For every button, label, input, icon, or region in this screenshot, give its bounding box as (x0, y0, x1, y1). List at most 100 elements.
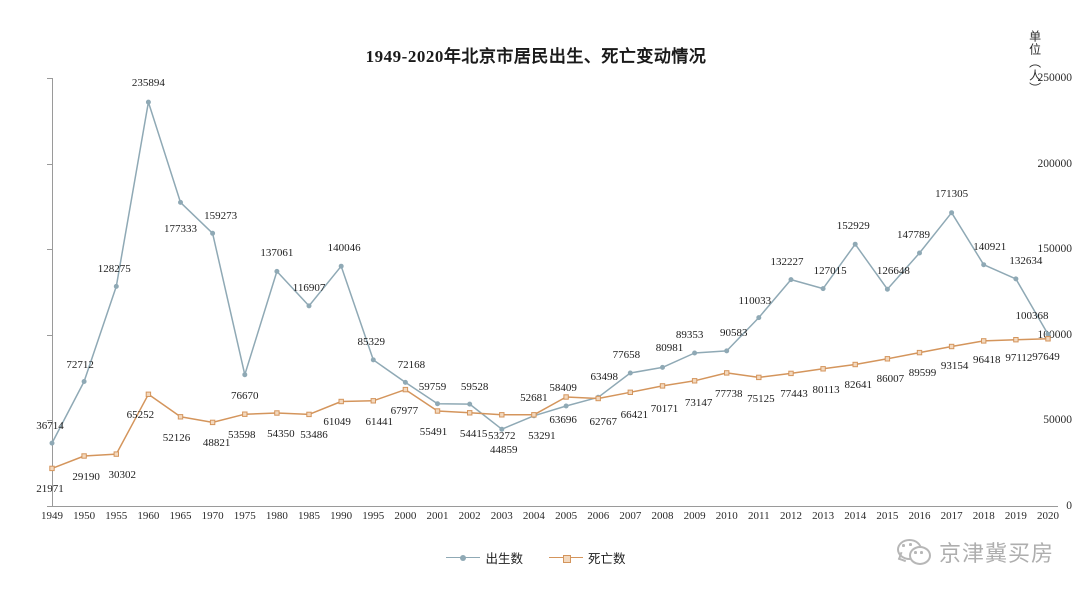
births-point-2002 (467, 401, 473, 407)
deaths-point-2007 (627, 389, 633, 396)
births-label-1980: 137061 (260, 247, 294, 260)
y-tick-label: 200000 (1037, 157, 1072, 170)
births-label-2011: 110033 (738, 294, 772, 307)
deaths-point-2012 (788, 370, 794, 377)
deaths-label-2006: 62767 (589, 415, 617, 428)
births-label-2019: 132634 (1009, 254, 1043, 267)
deaths-label-1950: 29190 (72, 471, 100, 484)
x-tick-label-2010: 2010 (715, 510, 738, 522)
deaths-point-2016 (916, 349, 923, 356)
x-tick-label-2009: 2009 (683, 510, 706, 522)
births-line-swatch-icon (446, 553, 481, 563)
births-label-2012: 132227 (770, 255, 804, 268)
deaths-point-2004 (531, 412, 537, 418)
births-point-1990 (338, 263, 344, 269)
y-tick-mark (47, 249, 52, 251)
births-point-1985 (306, 303, 312, 309)
deaths-label-1980: 54350 (267, 427, 295, 440)
births-point-2005 (563, 403, 569, 409)
y-tick-mark (47, 163, 52, 165)
deaths-point-1965 (177, 414, 184, 420)
deaths-point-2017 (948, 343, 955, 350)
births-label-1960: 235894 (131, 77, 165, 90)
deaths-label-2020: 97649 (1032, 350, 1060, 363)
births-label-2001: 59759 (418, 380, 447, 393)
births-point-2010 (724, 348, 730, 354)
y-tick-mark (47, 334, 52, 336)
births-point-2000 (402, 379, 408, 385)
deaths-label-1949: 21971 (36, 483, 64, 496)
y-tick-mark (47, 506, 52, 507)
deaths-label-2007: 66421 (620, 409, 649, 422)
births-label-2009: 89353 (675, 329, 704, 342)
deaths-label-2004: 53291 (528, 429, 556, 442)
x-tick-label-2011: 2011 (748, 510, 770, 522)
deaths-label-1965: 52126 (162, 431, 191, 444)
y-tick-mark (47, 420, 52, 422)
births-point-2009 (692, 350, 698, 356)
births-label-2010: 90583 (719, 326, 748, 339)
births-label-2004: 52681 (520, 391, 548, 404)
x-tick-label-1980: 1980 (265, 510, 288, 522)
page-title: 1949-2020年北京市居民出生、死亡变动情况 (365, 47, 707, 66)
deaths-point-2015 (884, 356, 891, 362)
births-label-1955: 128275 (97, 263, 131, 276)
births-point-2003 (499, 426, 505, 432)
births-label-2014: 152929 (836, 220, 870, 233)
deaths-point-1990 (338, 398, 344, 405)
deaths-label-2001: 55491 (419, 425, 448, 438)
births-point-2007 (627, 370, 633, 376)
deaths-label-2016: 89599 (908, 366, 937, 379)
births-label-1990: 140046 (327, 242, 361, 255)
x-tick-label-2015: 2015 (876, 510, 899, 522)
births-point-2008 (660, 364, 665, 370)
x-tick-label-1955: 1955 (105, 510, 128, 522)
births-point-2014 (852, 241, 858, 247)
births-label-1949: 36714 (36, 420, 64, 433)
births-point-1995 (370, 357, 376, 363)
deaths-label-2015: 86007 (876, 372, 905, 385)
legend-item-births[interactable]: 出生数 (446, 548, 523, 567)
deaths-point-2001 (434, 408, 441, 414)
deaths-label-1960: 65252 (126, 409, 155, 422)
deaths-point-2005 (563, 394, 569, 400)
x-tick-label-2016: 2016 (908, 510, 931, 522)
births-point-1965 (178, 199, 183, 205)
deaths-label-2014: 82641 (844, 378, 872, 391)
deaths-label-1995: 61441 (365, 415, 394, 428)
deaths-label-1985: 53486 (300, 429, 328, 442)
births-label-2003: 44859 (490, 444, 518, 457)
x-tick-label-2013: 2013 (812, 510, 835, 522)
births-label-2005: 58409 (549, 382, 577, 394)
births-point-1955 (113, 283, 119, 289)
x-tick-label-2007: 2007 (619, 510, 642, 522)
x-tick-label-1965: 1965 (169, 510, 192, 522)
deaths-point-2014 (852, 361, 858, 368)
deaths-point-2020 (1045, 336, 1051, 342)
births-label-2017: 171305 (935, 187, 969, 200)
deaths-label-2013: 80113 (812, 383, 840, 396)
births-point-1970 (210, 230, 216, 236)
watermark: 京津冀买房 (896, 536, 1054, 568)
deaths-label-1990: 61049 (323, 416, 351, 429)
watermark-text: 京津冀买房 (938, 542, 1054, 567)
births-point-2019 (1013, 276, 1019, 282)
births-label-1950: 72712 (66, 358, 94, 371)
births-label-1995: 85329 (357, 335, 386, 348)
x-tick-label-1949: 1949 (41, 510, 63, 522)
deaths-point-2013 (820, 366, 826, 372)
births-point-2017 (949, 210, 955, 216)
deaths-point-2010 (724, 370, 730, 376)
x-tick-label-2018: 2018 (972, 510, 995, 522)
legend-item-deaths[interactable]: 死亡数 (549, 548, 626, 567)
births-point-2016 (917, 250, 922, 256)
births-line (51, 101, 1049, 444)
deaths-point-2009 (691, 378, 698, 384)
births-label-2013: 127015 (813, 264, 847, 277)
deaths-label-2010: 77738 (714, 387, 743, 400)
x-tick-label-2008: 2008 (651, 510, 674, 522)
deaths-point-2011 (756, 374, 762, 381)
deaths-point-2002 (467, 410, 473, 416)
y-tick-label: 150000 (1037, 243, 1072, 256)
